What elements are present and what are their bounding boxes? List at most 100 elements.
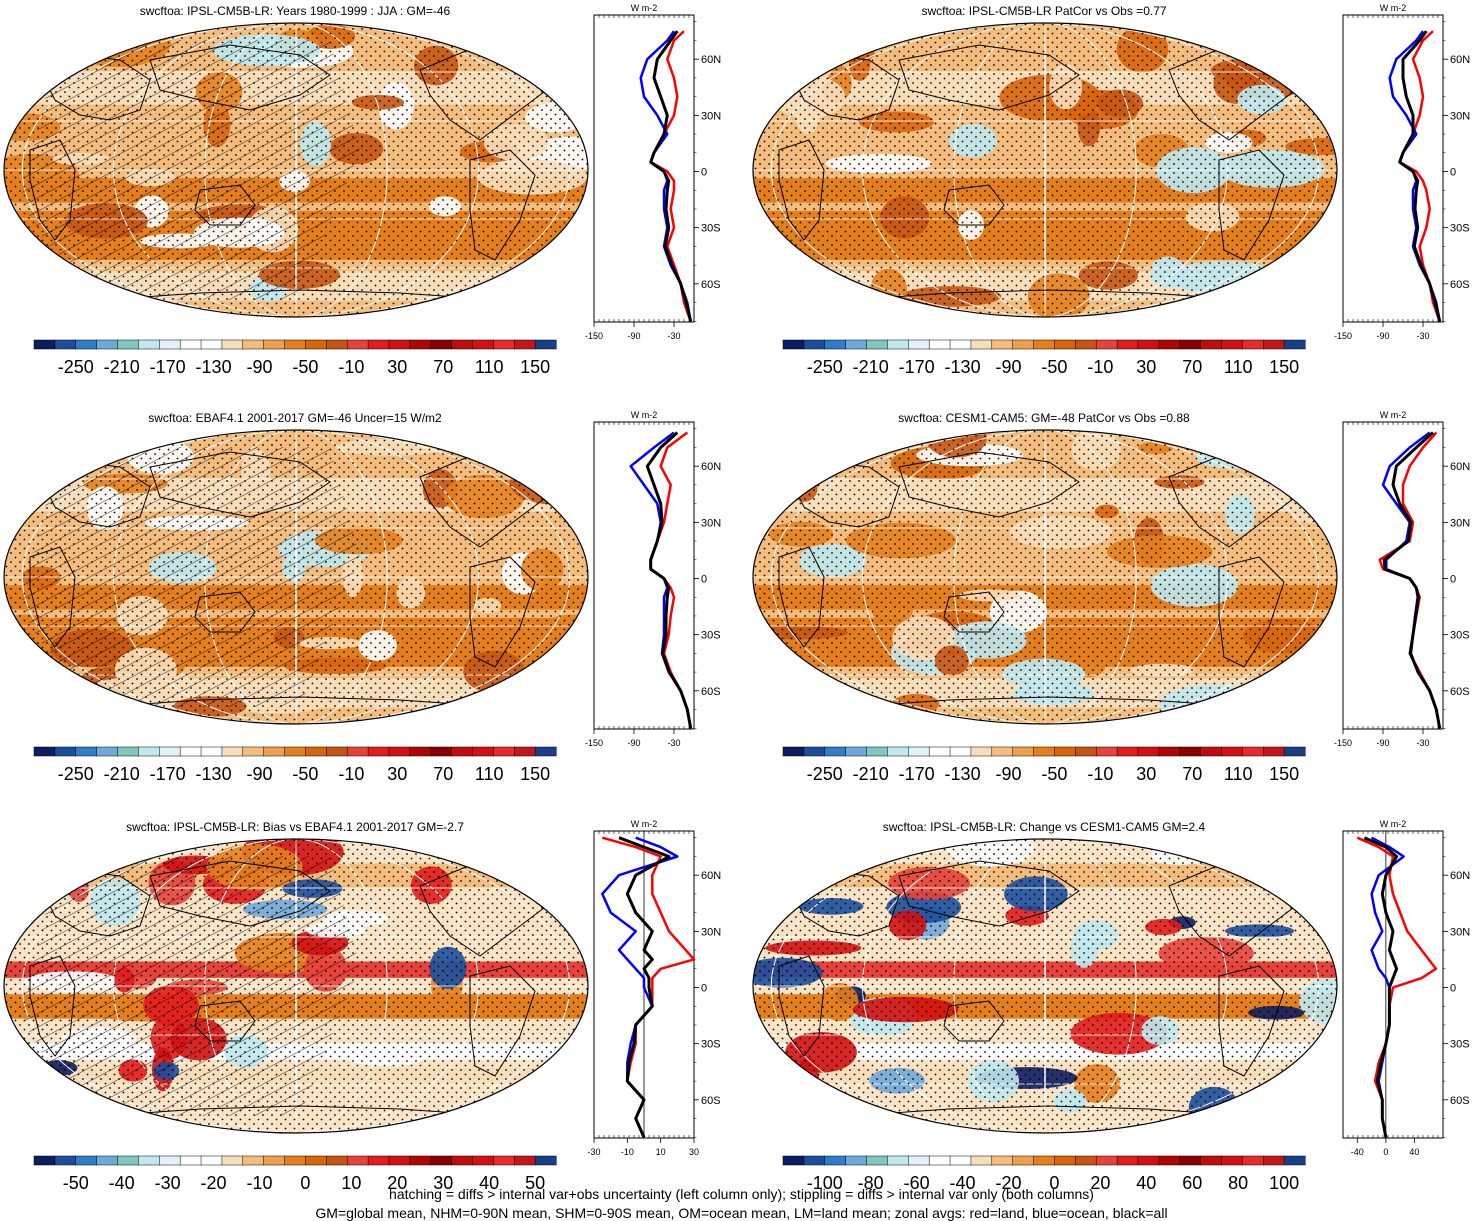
colorbar-swatch <box>305 1155 327 1166</box>
units-label: W m-2 <box>631 819 658 829</box>
colorbar <box>33 339 557 350</box>
zonal-series-ocean <box>629 431 692 729</box>
colorbar-swatch <box>845 746 868 757</box>
colorbar-tick-label: -10 <box>338 357 365 377</box>
colorbar-swatch <box>534 1155 557 1166</box>
colorbar-tick-label: 10 <box>341 1173 362 1193</box>
colorbar-tick-label: -50 <box>1041 764 1068 784</box>
colorbar-swatch <box>949 746 972 757</box>
colorbar-swatch <box>866 1155 888 1166</box>
colorbar-swatch <box>1075 746 1097 757</box>
y-tick-label: 60S <box>1450 279 1470 291</box>
colorbar-tick-label: -90 <box>995 764 1022 784</box>
colorbar-swatch <box>1137 746 1160 757</box>
panel-p1: swcftoa: IPSL-CM5B-LR: Years 1980-1999 :… <box>0 0 741 405</box>
units-label: W m-2 <box>1380 819 1407 829</box>
colorbar-swatch <box>803 746 826 757</box>
colorbar-swatch <box>1200 339 1223 350</box>
colorbar-labels: -250 -210 -170 -130 -90 -50 -10 30 70 110 150 <box>783 764 1305 784</box>
field-blob <box>1272 862 1335 902</box>
colorbar-swatch <box>1158 1155 1181 1166</box>
colorbar-swatch <box>1054 746 1076 757</box>
colorbar-swatch <box>430 1155 453 1166</box>
hatching-overlay <box>20 447 360 707</box>
colorbar-swatch <box>1033 746 1055 757</box>
colorbar-swatch <box>845 339 868 350</box>
colorbar <box>782 746 1306 757</box>
y-tick-label: 60S <box>701 686 721 698</box>
x-tick-label: -90 <box>1376 331 1389 341</box>
colorbar-tick-label: -130 <box>944 357 981 377</box>
zonal-series-all <box>1363 836 1399 1138</box>
map-title: swcftoa: IPSL-CM5B-LR PatCor vs Obs =0.7… <box>921 4 1167 18</box>
colorbar-swatch <box>75 1155 98 1166</box>
zonal-series-ocean <box>601 836 679 1138</box>
colorbar-tick-label: 70 <box>433 357 454 377</box>
colorbar-tick-label: 150 <box>520 357 551 377</box>
colorbar-swatch <box>179 746 202 757</box>
colorbar-swatch <box>1095 1155 1118 1166</box>
colorbar-swatch <box>159 1155 181 1166</box>
colorbar-swatch <box>1158 746 1181 757</box>
zonal-series-land <box>1356 836 1438 1138</box>
colorbar-swatch <box>33 1155 56 1166</box>
x-tick-label: 0 <box>1383 1147 1388 1157</box>
colorbar-swatch <box>472 339 494 350</box>
colorbar-swatch <box>803 339 826 350</box>
colorbar-swatch <box>513 339 536 350</box>
x-tick-label: -30 <box>1416 738 1429 748</box>
colorbar-swatch <box>803 1155 826 1166</box>
colorbar-swatch <box>221 339 244 350</box>
y-tick-label: 60S <box>701 279 721 291</box>
y-tick-label: 0 <box>1450 167 1456 179</box>
colorbar-tick-label: -130 <box>195 764 232 784</box>
x-tick-label: -10 <box>621 1147 634 1157</box>
field-blob <box>59 1108 126 1123</box>
map-field <box>753 839 1337 1133</box>
colorbar-tick-label: 80 <box>1228 1173 1249 1193</box>
colorbar-tick-label: -210 <box>103 764 140 784</box>
zonal-series-all <box>1398 30 1442 322</box>
colorbar-swatch <box>887 746 909 757</box>
panel-p5: swcftoa: IPSL-CM5B-LR: Bias vs EBAF4.1 2… <box>0 816 741 1221</box>
colorbar-tick-label: 150 <box>1269 764 1300 784</box>
colorbar-swatch <box>117 339 139 350</box>
colorbar-tick-label: -50 <box>1041 357 1068 377</box>
colorbar-swatch <box>326 339 348 350</box>
colorbar-tick-label: -210 <box>852 357 889 377</box>
colorbar-tick-label: -20 <box>995 1173 1022 1193</box>
units-label: W m-2 <box>631 410 658 420</box>
colorbar-tick-label: -90 <box>995 357 1022 377</box>
colorbar-swatch <box>346 339 369 350</box>
map-border <box>752 429 1338 725</box>
colorbar-swatch <box>534 746 557 757</box>
panel-graphics: -150 -90 -30 W m-2 60N 30N 0 30S 60S <box>3 3 721 350</box>
colorbar-tick-label: -250 <box>806 764 843 784</box>
colorbar-swatch <box>1179 1155 1202 1166</box>
colorbar-swatch <box>1012 339 1035 350</box>
zonal-series-all <box>1382 431 1442 729</box>
x-tick-label: -150 <box>1334 738 1352 748</box>
colorbar-swatch <box>242 1155 265 1166</box>
colorbar-swatch <box>430 746 453 757</box>
field-blob <box>48 36 85 60</box>
colorbar-swatch <box>263 339 286 350</box>
colorbar-labels: -250 -210 -170 -130 -90 -50 -10 30 70 110 150 <box>34 357 556 377</box>
zonal-series-land <box>649 431 692 729</box>
field-blob <box>760 850 782 886</box>
colorbar-swatch <box>1200 746 1223 757</box>
x-tick-label: -90 <box>627 738 640 748</box>
zonal-mean-plot: -40 0 40 W m-2 60N 30N 0 30S 60S <box>1342 819 1470 1157</box>
colorbar-swatch <box>96 339 119 350</box>
y-tick-label: 30S <box>701 1039 721 1051</box>
colorbar-swatch <box>887 339 909 350</box>
colorbar-swatch <box>908 1155 930 1166</box>
x-tick-label: -150 <box>585 331 603 341</box>
x-tick-label: -90 <box>1376 738 1389 748</box>
x-tick-label: 30 <box>689 1147 699 1157</box>
y-tick-label: 30S <box>1450 223 1470 235</box>
colorbar-tick-label: -90 <box>246 764 273 784</box>
y-tick-label: 30S <box>701 223 721 235</box>
colorbar-swatch <box>54 746 77 757</box>
field-blob <box>1270 434 1337 481</box>
